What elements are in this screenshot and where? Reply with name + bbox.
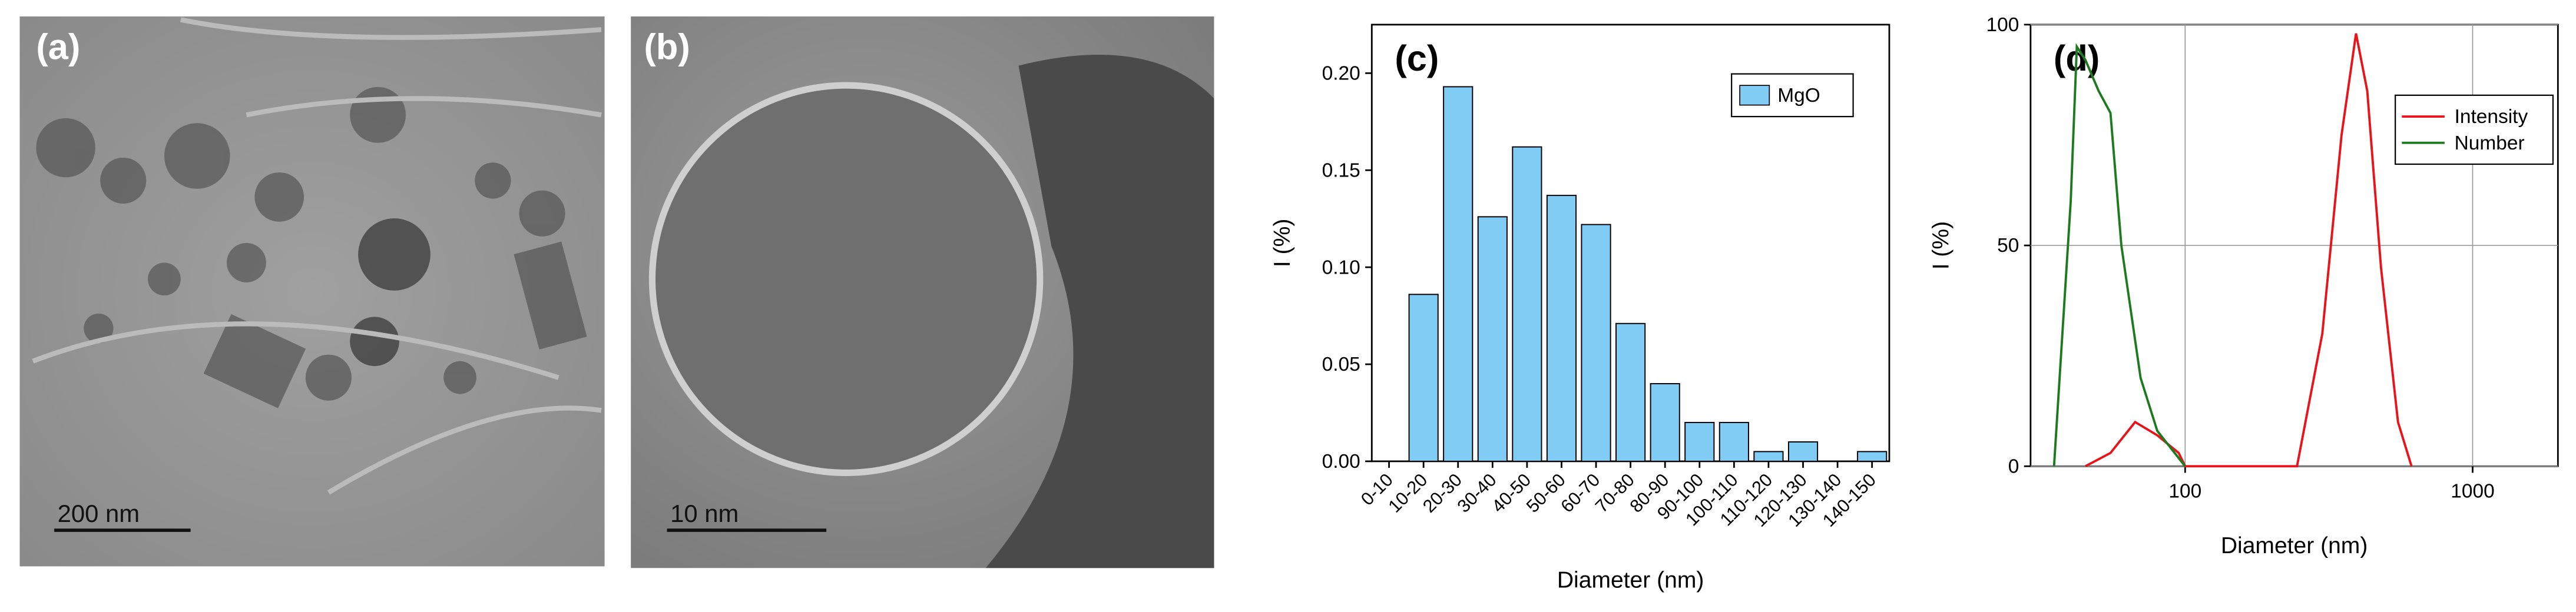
scale-bar-label: 10 nm: [670, 500, 739, 527]
x-tick-label: 10-20: [1384, 470, 1431, 517]
bar: [1615, 322, 1646, 462]
legend: [1731, 73, 1854, 118]
bar: [1512, 146, 1542, 462]
bar: [1581, 224, 1611, 462]
legend: [2395, 94, 2554, 165]
y-tick-label: 0.05: [1322, 354, 1360, 375]
panel-label: (b): [644, 26, 690, 67]
x-axis-label: Diameter (nm): [2221, 533, 2368, 558]
bar: [1753, 451, 1784, 462]
bar: [1443, 86, 1474, 462]
y-tick-label: 0: [2008, 455, 2019, 477]
bar: [1650, 383, 1680, 462]
legend-label: Intensity: [2455, 106, 2528, 128]
legend-label: MgO: [1777, 85, 1820, 107]
panel-b: 10 nm (b): [631, 16, 1214, 568]
x-tick-label: 100: [2168, 480, 2201, 502]
panel-label: (c): [1395, 38, 1439, 79]
panel-label: (a): [36, 26, 80, 67]
particle: [648, 82, 1044, 477]
y-tick-label: 0.15: [1322, 159, 1360, 181]
y-tick-label: 0.20: [1322, 62, 1360, 84]
particle-cluster: [985, 55, 1214, 568]
y-axis-label: I (%): [1928, 221, 1953, 270]
bar: [1857, 451, 1888, 462]
bar: [1408, 294, 1439, 462]
x-tick-label: 60-70: [1557, 470, 1604, 517]
tem-image: [19, 16, 605, 567]
grid-film: [32, 17, 602, 495]
x-tick-label: 30-40: [1453, 470, 1500, 517]
panel-a: 200 nm (a): [19, 16, 605, 567]
y-tick-label: 0.00: [1322, 451, 1360, 473]
x-tick-label: 50-60: [1522, 470, 1570, 517]
line: [2052, 43, 2186, 467]
x-tick-label: 20-30: [1419, 470, 1466, 517]
x-tick-label: 1000: [2451, 480, 2494, 502]
legend-swatch: [1739, 85, 1770, 106]
bar: [1719, 421, 1749, 462]
scale-bar-label: 200 nm: [58, 500, 140, 527]
y-tick-label: 100: [1986, 14, 2019, 36]
x-tick-label: 40-50: [1488, 470, 1535, 517]
particles: [36, 87, 587, 408]
bar: [1684, 421, 1715, 462]
legend-label: Number: [2455, 132, 2525, 154]
y-axis-label: I (%): [1270, 219, 1295, 267]
line: [2085, 33, 2413, 468]
y-tick-label: 0.10: [1322, 257, 1360, 278]
chart: 0.00 0.05 0.10 0.15 0.20 I (%) Diameter (nm) (c…: [1270, 24, 1890, 593]
bar: [1787, 441, 1819, 462]
x-tick-label: 70-80: [1591, 470, 1638, 517]
x-axis-label: Diameter (nm): [1557, 568, 1704, 593]
y-tick-label: 50: [1997, 235, 2019, 257]
bar: [1477, 216, 1508, 462]
bar: [1546, 195, 1577, 462]
